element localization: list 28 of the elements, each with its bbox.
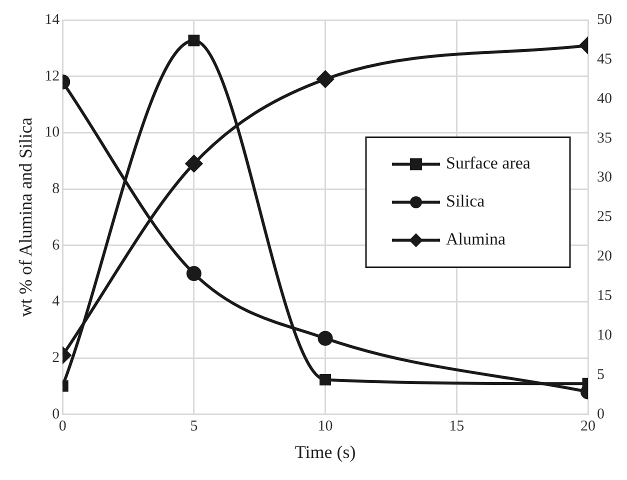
y2-tick-label: 5 <box>597 366 604 383</box>
y-tick-label: 2 <box>52 350 60 366</box>
y2-tick-label: 30 <box>597 170 612 186</box>
y-tick-label: 10 <box>44 124 60 141</box>
x-tick-label: 5 <box>190 418 198 434</box>
x-tick-label: 10 <box>318 418 333 434</box>
x-axis-title: Time (s) <box>294 442 356 462</box>
y2-tick-label: 25 <box>597 209 612 226</box>
y2-tick-label: 0 <box>597 406 604 422</box>
y2-tick-label: 15 <box>597 288 612 304</box>
x-tick-label: 15 <box>449 418 464 434</box>
y2-tick-label: 35 <box>597 130 612 146</box>
y-tick-label: 4 <box>52 294 60 310</box>
legend-label: Alumina <box>446 230 506 249</box>
legend-label: Surface area <box>446 154 531 173</box>
y-tick-label: 6 <box>52 237 60 254</box>
y2-tick-label: 10 <box>597 327 612 344</box>
y-tick-label: 8 <box>52 180 60 197</box>
y2-tick-label: 50 <box>597 12 612 28</box>
x-tick-label: 20 <box>580 418 596 434</box>
y2-tick-label: 20 <box>597 248 612 265</box>
y2-tick-label: 45 <box>597 51 612 68</box>
y-tick-label: 14 <box>44 12 60 28</box>
y-axis-title: wt % of Alumina and Silica <box>16 117 36 317</box>
y2-tick-label: 40 <box>597 90 612 107</box>
y-tick-label: 0 <box>52 406 60 422</box>
y-tick-label: 12 <box>44 68 60 84</box>
legend-label: Silica <box>446 192 486 211</box>
